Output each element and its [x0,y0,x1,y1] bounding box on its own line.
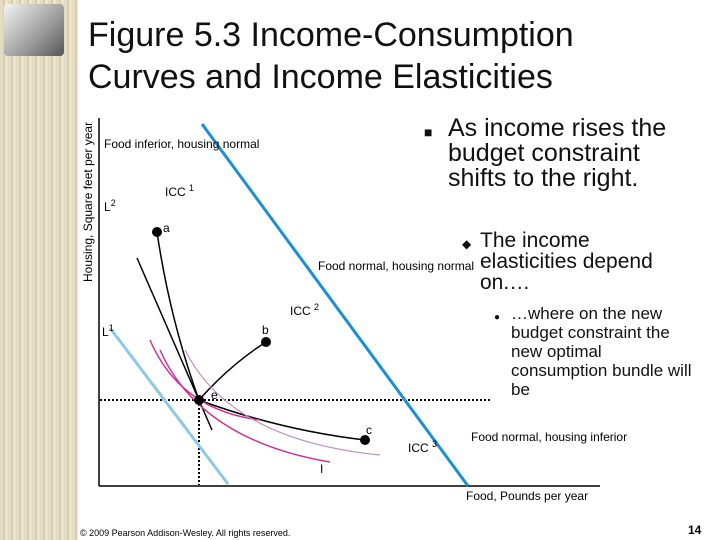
icc-curve [198,399,366,441]
icc-curve [198,341,267,401]
point [152,227,162,237]
icc-label: ICC 3 [408,439,437,455]
indifference-curve [184,349,381,456]
bullet-text: …where on the new budget constraint the … [511,304,692,399]
point [360,435,370,445]
title-line: Figure 5.3 Income-Consumption [88,16,574,54]
x-axis-label: Food, Pounds per year [466,489,588,503]
indifference-curve [149,339,261,421]
y-axis-label: Housing, Square feet per year [81,122,95,282]
bullet-text: The income elasticities depend on.… [480,229,653,294]
page-number: 14 [688,523,702,537]
region-label: Food inferior, housing normal [104,137,259,151]
bullet: ● …where on the new budget constraint the… [494,304,694,399]
budget-label: L1 [102,323,114,339]
indifference-curve [159,349,331,463]
decor-strip [0,0,78,540]
budget-line [200,123,470,487]
curve-label: I [320,462,323,476]
bullet-text: As income rises the budget constraint sh… [448,114,667,192]
budget-label: L2 [104,198,116,214]
point [194,395,204,405]
point-label: e [211,388,218,402]
budget-line [108,327,230,485]
region-label: Food normal, housing normal [318,259,474,273]
point-label: a [163,221,170,235]
icc-label: ICC 1 [165,183,194,199]
decor-cube [4,4,64,56]
point-label: b [262,323,269,337]
bullet: ■ As income rises the budget constraint s… [424,116,684,191]
icc-label: ICC 2 [290,302,319,318]
title-line: Curves and Income Elasticities [88,58,553,96]
copyright: © 2009 Pearson Addison-Wesley. All right… [80,528,290,538]
point-label: c [366,423,372,437]
region-label: Food normal, housing inferior [471,430,627,444]
icc-curve [156,231,200,401]
point [261,337,271,347]
bullet: ◆ The income elasticities depend on.… [462,230,692,293]
